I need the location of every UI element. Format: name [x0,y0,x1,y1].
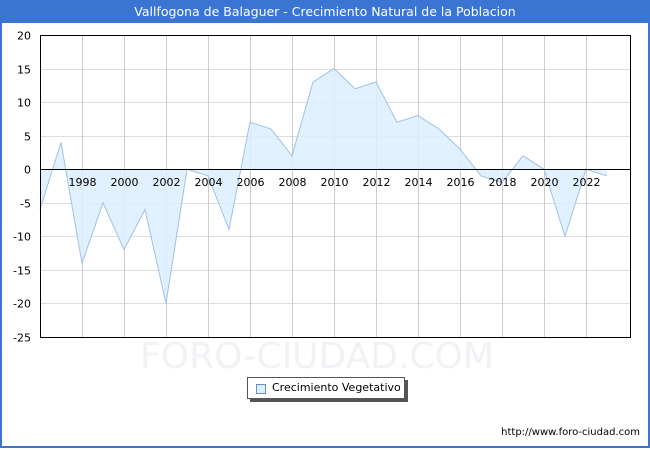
y-tick-label: -20 [13,298,31,311]
x-tick-label: 2000 [111,176,139,189]
x-tick-label: 2008 [279,176,307,189]
x-tick-label: 2014 [405,176,433,189]
x-tick-label: 2012 [363,176,391,189]
watermark: FORO-CIUDAD.COM [140,336,494,377]
x-tick-label: 2016 [447,176,475,189]
y-tick-label: 0 [24,164,31,177]
x-tick-label: 2002 [153,176,181,189]
x-tick-label: 2020 [531,176,559,189]
y-tick-label: -25 [13,332,31,345]
chart-title: Vallfogona de Balaguer - Crecimiento Nat… [0,0,650,23]
source-link[interactable]: http://www.foro-ciudad.com [501,427,640,438]
x-tick-label: 2006 [237,176,265,189]
area-series [40,68,607,304]
y-tick-label: 10 [17,97,31,110]
x-tick-label: 1998 [69,176,97,189]
x-tick-label: 2018 [489,176,517,189]
legend-swatch-icon [256,384,266,394]
x-tick-label: 2022 [573,176,601,189]
y-axis-ticks: 20 15 10 5 0 -5 -10 -15 -20 -25 [13,30,31,345]
y-tick-label: 15 [17,64,31,77]
x-axis-ticks: 1998 2000 2002 2004 2006 2008 2010 2012 2014 2016… [69,176,601,189]
x-tick-label: 2010 [321,176,349,189]
legend: Crecimiento Vegetativo [247,377,405,399]
y-tick-label: 20 [17,30,31,43]
legend-label: Crecimiento Vegetativo [272,381,401,394]
x-tick-label: 2004 [195,176,223,189]
y-tick-label: -15 [13,265,31,278]
y-tick-label: 5 [24,131,31,144]
y-tick-label: -10 [13,231,31,244]
plot-border [40,35,631,338]
y-tick-label: -5 [20,198,31,211]
